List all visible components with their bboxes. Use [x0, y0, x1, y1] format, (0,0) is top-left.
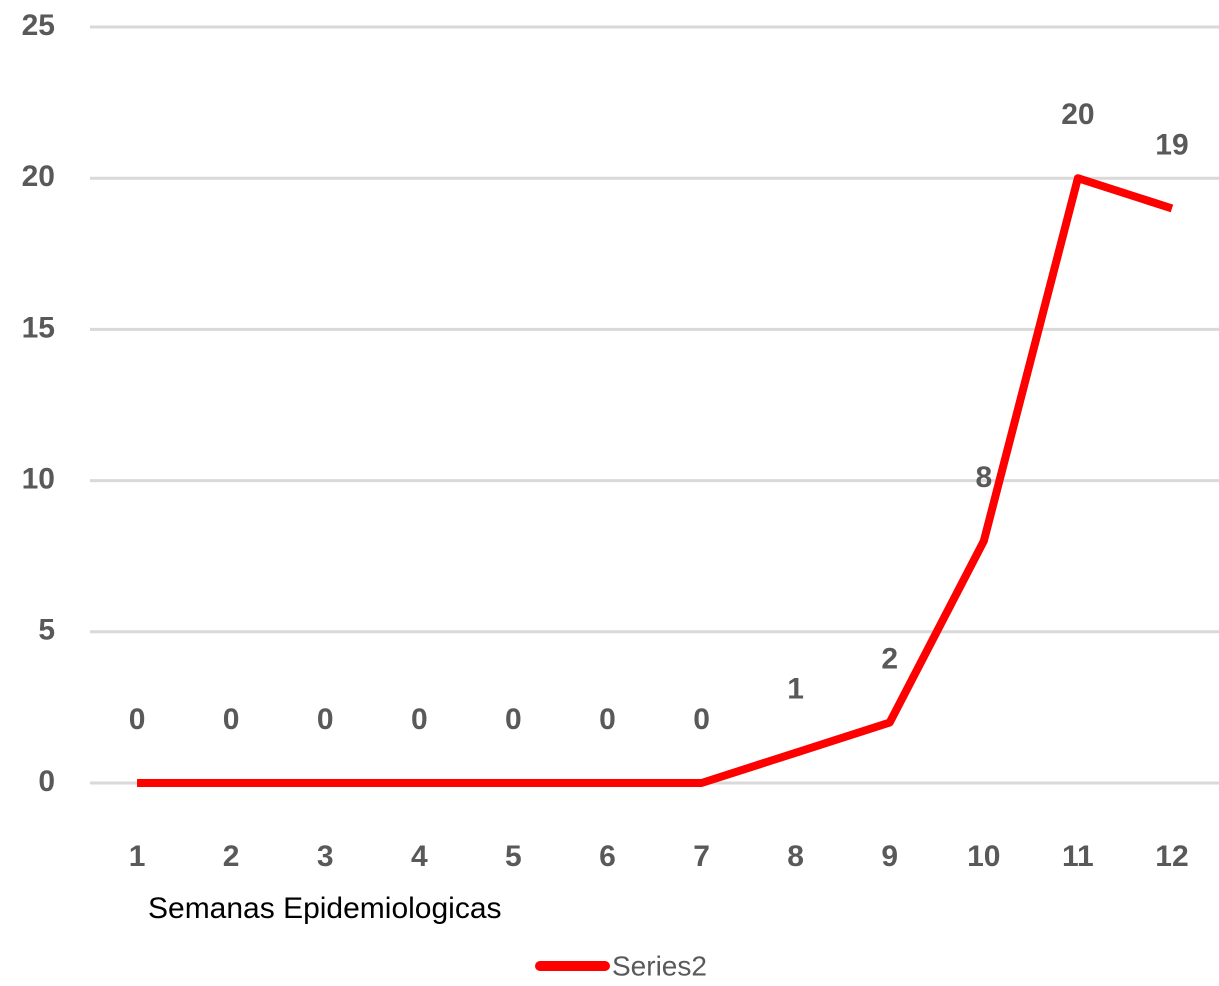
x-tick-label: 6 [599, 840, 616, 873]
data-label: 0 [411, 703, 428, 736]
x-tick-label: 12 [1155, 840, 1188, 873]
x-tick-label: 1 [129, 840, 146, 873]
x-tick-label: 8 [787, 840, 804, 873]
x-tick-label: 2 [223, 840, 240, 873]
x-tick-label: 11 [1062, 840, 1094, 873]
legend-label: Series2 [612, 950, 707, 981]
x-tick-label: 9 [881, 840, 898, 873]
y-tick-label: 20 [22, 160, 55, 193]
x-tick-label: 5 [505, 840, 522, 873]
x-tick-label: 3 [317, 840, 334, 873]
x-tick-label: 10 [967, 840, 1000, 873]
series-line [137, 174, 1174, 787]
x-axis-label: Semanas Epidemiologicas [148, 892, 502, 925]
y-tick-label: 10 [22, 463, 55, 496]
data-label: 19 [1155, 128, 1188, 161]
y-tick-label: 0 [38, 765, 55, 798]
y-tick-label: 25 [22, 9, 55, 42]
y-tick-label: 15 [22, 311, 55, 344]
data-label: 2 [881, 642, 898, 675]
data-label: 0 [693, 703, 710, 736]
x-tick-label: 7 [693, 840, 710, 873]
x-tick-label: 4 [411, 840, 428, 873]
data-label: 8 [975, 461, 992, 494]
data-label: 0 [129, 703, 146, 736]
y-tick-label: 5 [38, 614, 55, 647]
data-label: 0 [223, 703, 240, 736]
data-label: 0 [599, 703, 616, 736]
data-label: 1 [787, 673, 804, 706]
data-label: 0 [505, 703, 522, 736]
data-label: 20 [1061, 98, 1094, 131]
data-label: 0 [317, 703, 334, 736]
